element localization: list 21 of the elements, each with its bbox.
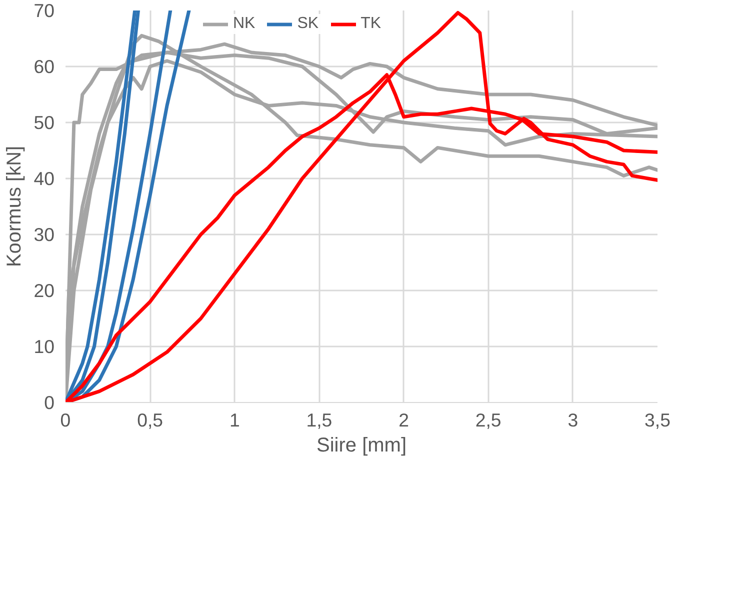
y-axis-title: Koormus [kN] — [4, 146, 26, 268]
x-axis-title: Siire [mm] — [316, 434, 406, 456]
y-tick-label: 50 — [34, 112, 55, 133]
x-tick-label: 3,5 — [644, 410, 670, 430]
y-tick-label: 60 — [34, 56, 55, 77]
legend-label: TK — [360, 15, 382, 33]
legend-label: NK — [233, 15, 256, 33]
y-tick-label: 30 — [34, 224, 55, 245]
y-tick-label: 70 — [34, 0, 55, 21]
x-tick-label: 2,5 — [475, 410, 502, 430]
y-tick-label: 10 — [34, 336, 55, 357]
x-tick-label: 1 — [229, 410, 240, 430]
x-tick-label: 2 — [398, 410, 409, 430]
legend-label: SK — [297, 15, 319, 33]
x-tick-label: 3 — [568, 410, 578, 430]
y-tick-label: 20 — [34, 280, 55, 301]
x-tick-label: 0 — [60, 410, 71, 430]
x-tick-label: 0,5 — [137, 410, 164, 430]
y-tick-label: 0 — [44, 392, 55, 413]
x-tick-label: 1,5 — [306, 410, 332, 430]
y-tick-label: 40 — [34, 168, 55, 189]
